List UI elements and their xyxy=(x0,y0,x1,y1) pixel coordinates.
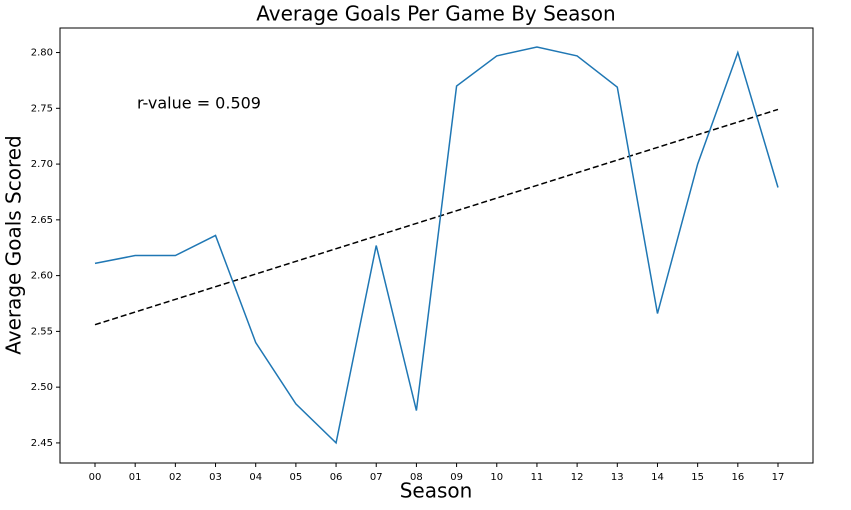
x-tick-label: 05 xyxy=(290,472,303,483)
y-tick-label: 2.50 xyxy=(31,382,53,393)
x-tick-label: 01 xyxy=(129,472,142,483)
x-tick-label: 12 xyxy=(571,472,584,483)
x-tick-label: 08 xyxy=(410,472,423,483)
annotation: r-value = 0.509 xyxy=(137,94,261,113)
data-line xyxy=(94,46,779,445)
x-tick-label: 16 xyxy=(731,472,744,483)
x-tick-label: 07 xyxy=(370,472,383,483)
x-axis-label: Season xyxy=(400,479,473,503)
x-tick-label: 14 xyxy=(651,472,664,483)
chart-title: Average Goals Per Game By Season xyxy=(256,2,615,26)
y-tick-label: 2.55 xyxy=(31,326,53,337)
trend-line xyxy=(94,108,779,326)
y-tick-label: 2.70 xyxy=(31,159,53,170)
x-tick-label: 06 xyxy=(330,472,343,483)
y-tick-label: 2.60 xyxy=(31,271,53,282)
y-tick-label: 2.45 xyxy=(31,438,53,449)
x-tick-label: 15 xyxy=(691,472,704,483)
x-tick-label: 17 xyxy=(772,472,785,483)
x-tick-label: 04 xyxy=(249,472,262,483)
x-tick-label: 00 xyxy=(89,472,102,483)
y-tick-label: 2.75 xyxy=(31,103,53,114)
x-tick-label: 11 xyxy=(531,472,544,483)
x-tick-label: 13 xyxy=(611,472,624,483)
y-tick-label: 2.65 xyxy=(31,215,53,226)
plot-frame xyxy=(59,27,814,464)
x-tick-label: 03 xyxy=(209,472,222,483)
x-tick-label: 09 xyxy=(450,472,463,483)
x-tick-label: 10 xyxy=(490,472,503,483)
y-tick-label: 2.80 xyxy=(31,48,53,59)
x-tick-label: 02 xyxy=(169,472,182,483)
y-axis-label: Average Goals Scored xyxy=(2,135,26,355)
